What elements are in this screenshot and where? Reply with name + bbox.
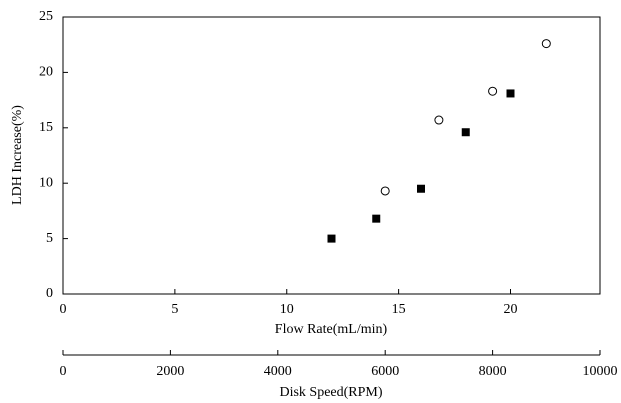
- y-tick-label: 10: [39, 175, 53, 190]
- circle-point: [488, 86, 498, 96]
- y-tick-label: 25: [39, 9, 53, 24]
- x2-tick-label: 4000: [264, 364, 292, 379]
- circle-point: [434, 115, 444, 125]
- square-point: [506, 89, 515, 98]
- x2-tick-label: 10000: [583, 364, 618, 379]
- x-tick-label: 5: [171, 302, 178, 317]
- x2-axis-label: Disk Speed(RPM): [279, 385, 382, 400]
- y-tick-label: 0: [46, 286, 53, 301]
- square-point: [417, 184, 425, 193]
- y-tick-label: 15: [39, 120, 53, 135]
- x2-tick-label: 2000: [156, 364, 184, 379]
- y-tick-label: 5: [46, 231, 53, 246]
- x2-tick-label: 0: [60, 364, 67, 379]
- x2-tick-label: 8000: [479, 364, 507, 379]
- x-tick-label: 15: [392, 302, 406, 317]
- square-point: [461, 128, 470, 137]
- square-point: [372, 214, 381, 223]
- plot-frame: [62, 16, 601, 295]
- circle-point: [380, 186, 390, 196]
- square-point: [327, 234, 336, 243]
- x-tick-label: 20: [504, 302, 518, 317]
- y-axis-label: LDH Increase(%): [10, 105, 25, 205]
- y-tick-label: 20: [39, 65, 53, 80]
- x-tick-label: 0: [60, 302, 67, 317]
- x-axis-label: Flow Rate(mL/min): [275, 322, 388, 337]
- circle-point: [541, 39, 551, 49]
- x-tick-label: 10: [280, 302, 294, 317]
- x2-tick-label: 6000: [371, 364, 399, 379]
